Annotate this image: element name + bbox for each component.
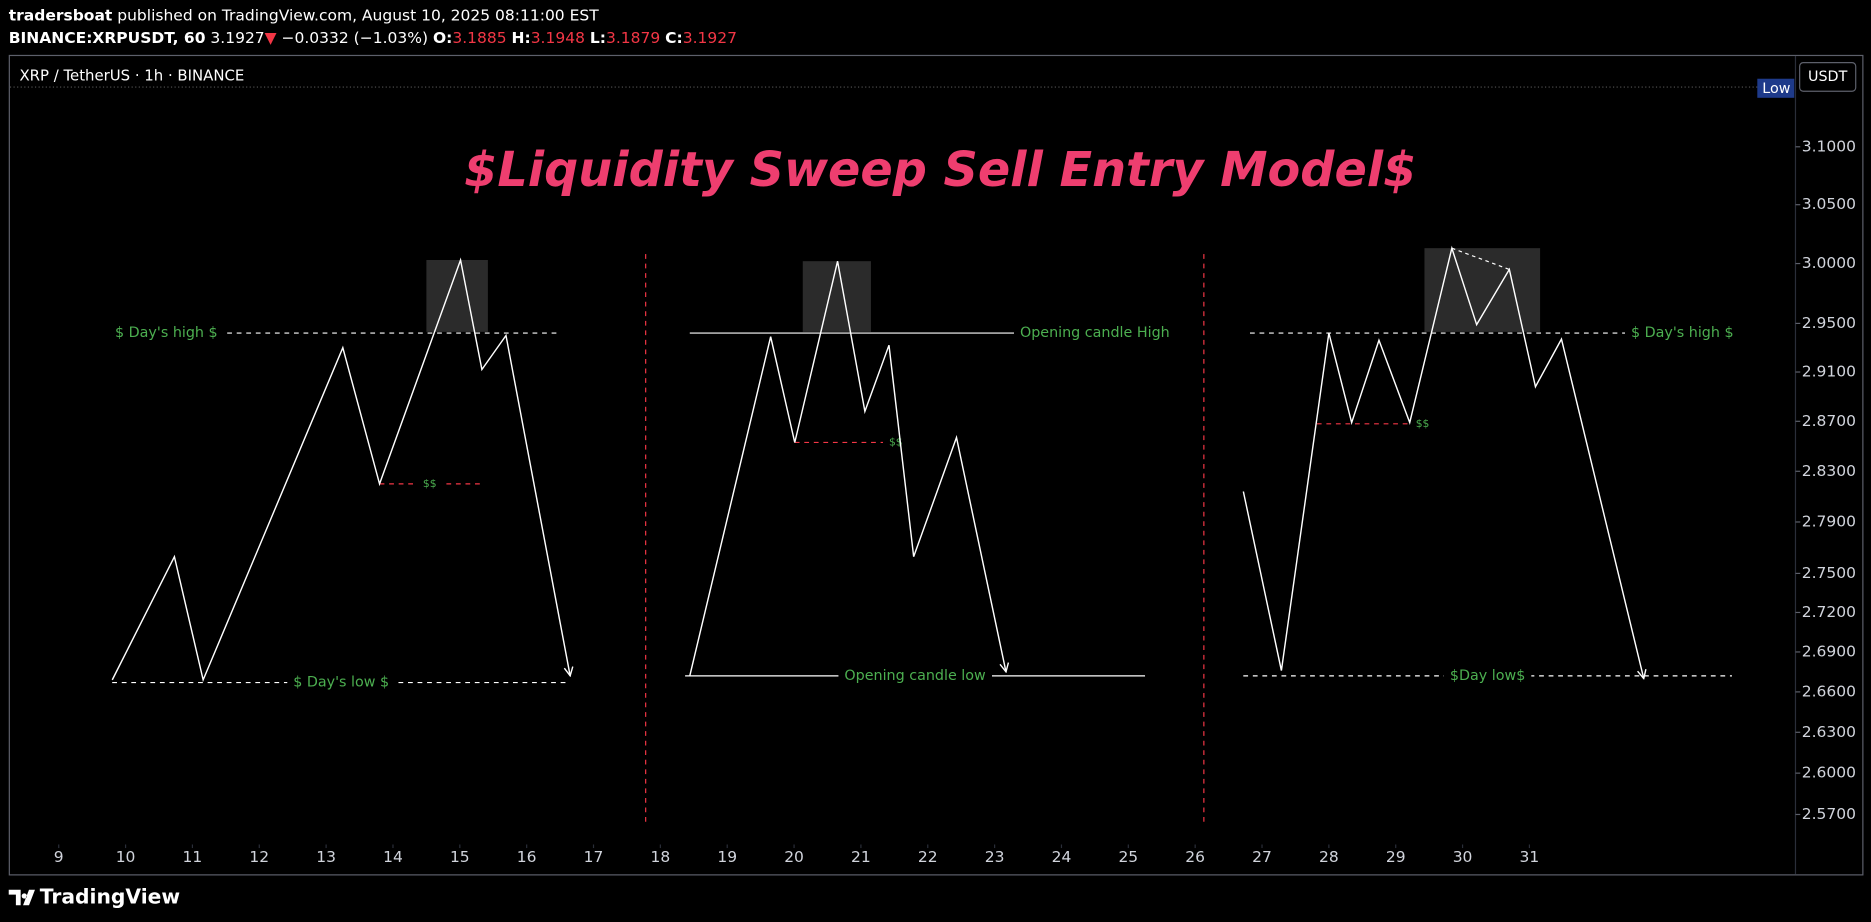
y-tick-label: 2.8300	[1802, 462, 1856, 480]
price-path	[111, 257, 570, 683]
change-arrow: ▼	[265, 29, 277, 47]
x-tick-label: 22	[918, 848, 938, 866]
y-tick-label: 2.6000	[1802, 764, 1856, 782]
x-tick-label: 9	[54, 848, 64, 866]
badge: Low	[1762, 81, 1790, 97]
footer-logo	[8, 889, 35, 906]
x-tick-label: 18	[651, 848, 671, 866]
level-label: Opening candle low	[844, 668, 986, 684]
x-tick-label: 19	[717, 848, 737, 866]
y-tick-label: 2.6600	[1802, 682, 1856, 700]
label-gap	[287, 674, 396, 691]
last-price: 3.1927	[210, 29, 264, 47]
highlight-box	[426, 259, 488, 332]
y-tick-label: 2.5700	[1802, 805, 1856, 823]
x-tick-label: 23	[985, 848, 1005, 866]
x-tick-label: 13	[316, 848, 336, 866]
label-gap	[1443, 667, 1532, 684]
level-label: $$	[889, 435, 903, 448]
y-tick-label: 2.9100	[1802, 363, 1856, 381]
currency[interactable]: USDT	[1808, 69, 1848, 85]
currency-button[interactable]	[1799, 62, 1857, 92]
x-tick-label: 16	[517, 848, 537, 866]
high-label: H:	[512, 29, 531, 47]
level-label: $ Day's high $	[1631, 325, 1734, 341]
x-tick-label: 25	[1118, 848, 1138, 866]
x-tick-label: 17	[584, 848, 604, 866]
chart-legend: XRP / TetherUS · 1h · BINANCE	[19, 66, 244, 84]
y-tick-label: 3.1000	[1802, 137, 1856, 155]
level-label: $ Day's high $	[115, 325, 218, 341]
chart-title: $Liquidity Sweep Sell Entry Model$	[464, 143, 1416, 198]
chart-frame	[8, 54, 1864, 876]
low-label: L:	[590, 29, 606, 47]
y-tick-label: 2.6300	[1802, 723, 1856, 741]
close-label: C:	[665, 29, 683, 47]
dashed-segment	[1451, 247, 1510, 271]
x-tick-label: 15	[450, 848, 470, 866]
level-label: Opening candle High	[1020, 325, 1170, 341]
x-tick-label: 10	[116, 848, 136, 866]
change: −0.0332 (−1.03%)	[282, 29, 428, 47]
x-tick-label: 30	[1453, 848, 1473, 866]
level-label: $ Day's low $	[293, 675, 389, 691]
published: published on TradingView.com, August 10,…	[117, 6, 599, 24]
x-tick-label: 27	[1252, 848, 1272, 866]
open-label: O:	[433, 29, 452, 47]
x-tick-label: 28	[1319, 848, 1339, 866]
quote-line: BINANCE:XRPUSDT, 60 3.1927▼ −0.0332 (−1.…	[9, 29, 737, 47]
y-tick-label: 3.0000	[1802, 254, 1856, 272]
x-tick-label: 24	[1052, 848, 1072, 866]
author: tradersboat	[9, 6, 113, 24]
y-tick-label: 2.7900	[1802, 512, 1856, 530]
price-path	[689, 261, 1006, 676]
x-tick-label: 31	[1520, 848, 1540, 866]
x-tick-label: 14	[383, 848, 403, 866]
label-gap	[416, 476, 443, 490]
price-path	[1242, 245, 1643, 678]
open: 3.1885	[452, 29, 506, 47]
y-tick-label: 2.7200	[1802, 603, 1856, 621]
label-gap	[838, 667, 992, 684]
x-tick-label: 11	[183, 848, 203, 866]
y-tick-label: 2.7500	[1802, 564, 1856, 582]
symbol: BINANCE:XRPUSDT, 60	[9, 29, 206, 47]
badge-bg	[1757, 78, 1795, 98]
x-tick-label: 12	[249, 848, 269, 866]
highlight-box	[802, 261, 871, 332]
close: 3.1927	[683, 29, 737, 47]
y-tick-label: 2.9500	[1802, 314, 1856, 332]
y-tick-label: 2.6900	[1802, 642, 1856, 660]
level-label: $Day low$	[1450, 668, 1525, 684]
footer-brand: TradingView	[40, 885, 181, 909]
header-line: tradersboat published on TradingView.com…	[9, 6, 600, 24]
x-tick-label: 21	[851, 848, 871, 866]
y-tick-label: 2.8700	[1802, 412, 1856, 430]
x-tick-label: 20	[784, 848, 804, 866]
y-tick-label: 3.0500	[1802, 195, 1856, 213]
x-tick-label: 26	[1185, 848, 1205, 866]
level-label: $$	[423, 477, 437, 490]
level-label: $$	[1416, 417, 1430, 430]
plot: 3.1000 3.0500 3.0000 2.9500 2.9100 2.8700 2.83…	[54, 137, 1856, 866]
high: 3.1948	[531, 29, 585, 47]
low: 3.1879	[606, 29, 660, 47]
x-tick-label: 29	[1386, 848, 1406, 866]
